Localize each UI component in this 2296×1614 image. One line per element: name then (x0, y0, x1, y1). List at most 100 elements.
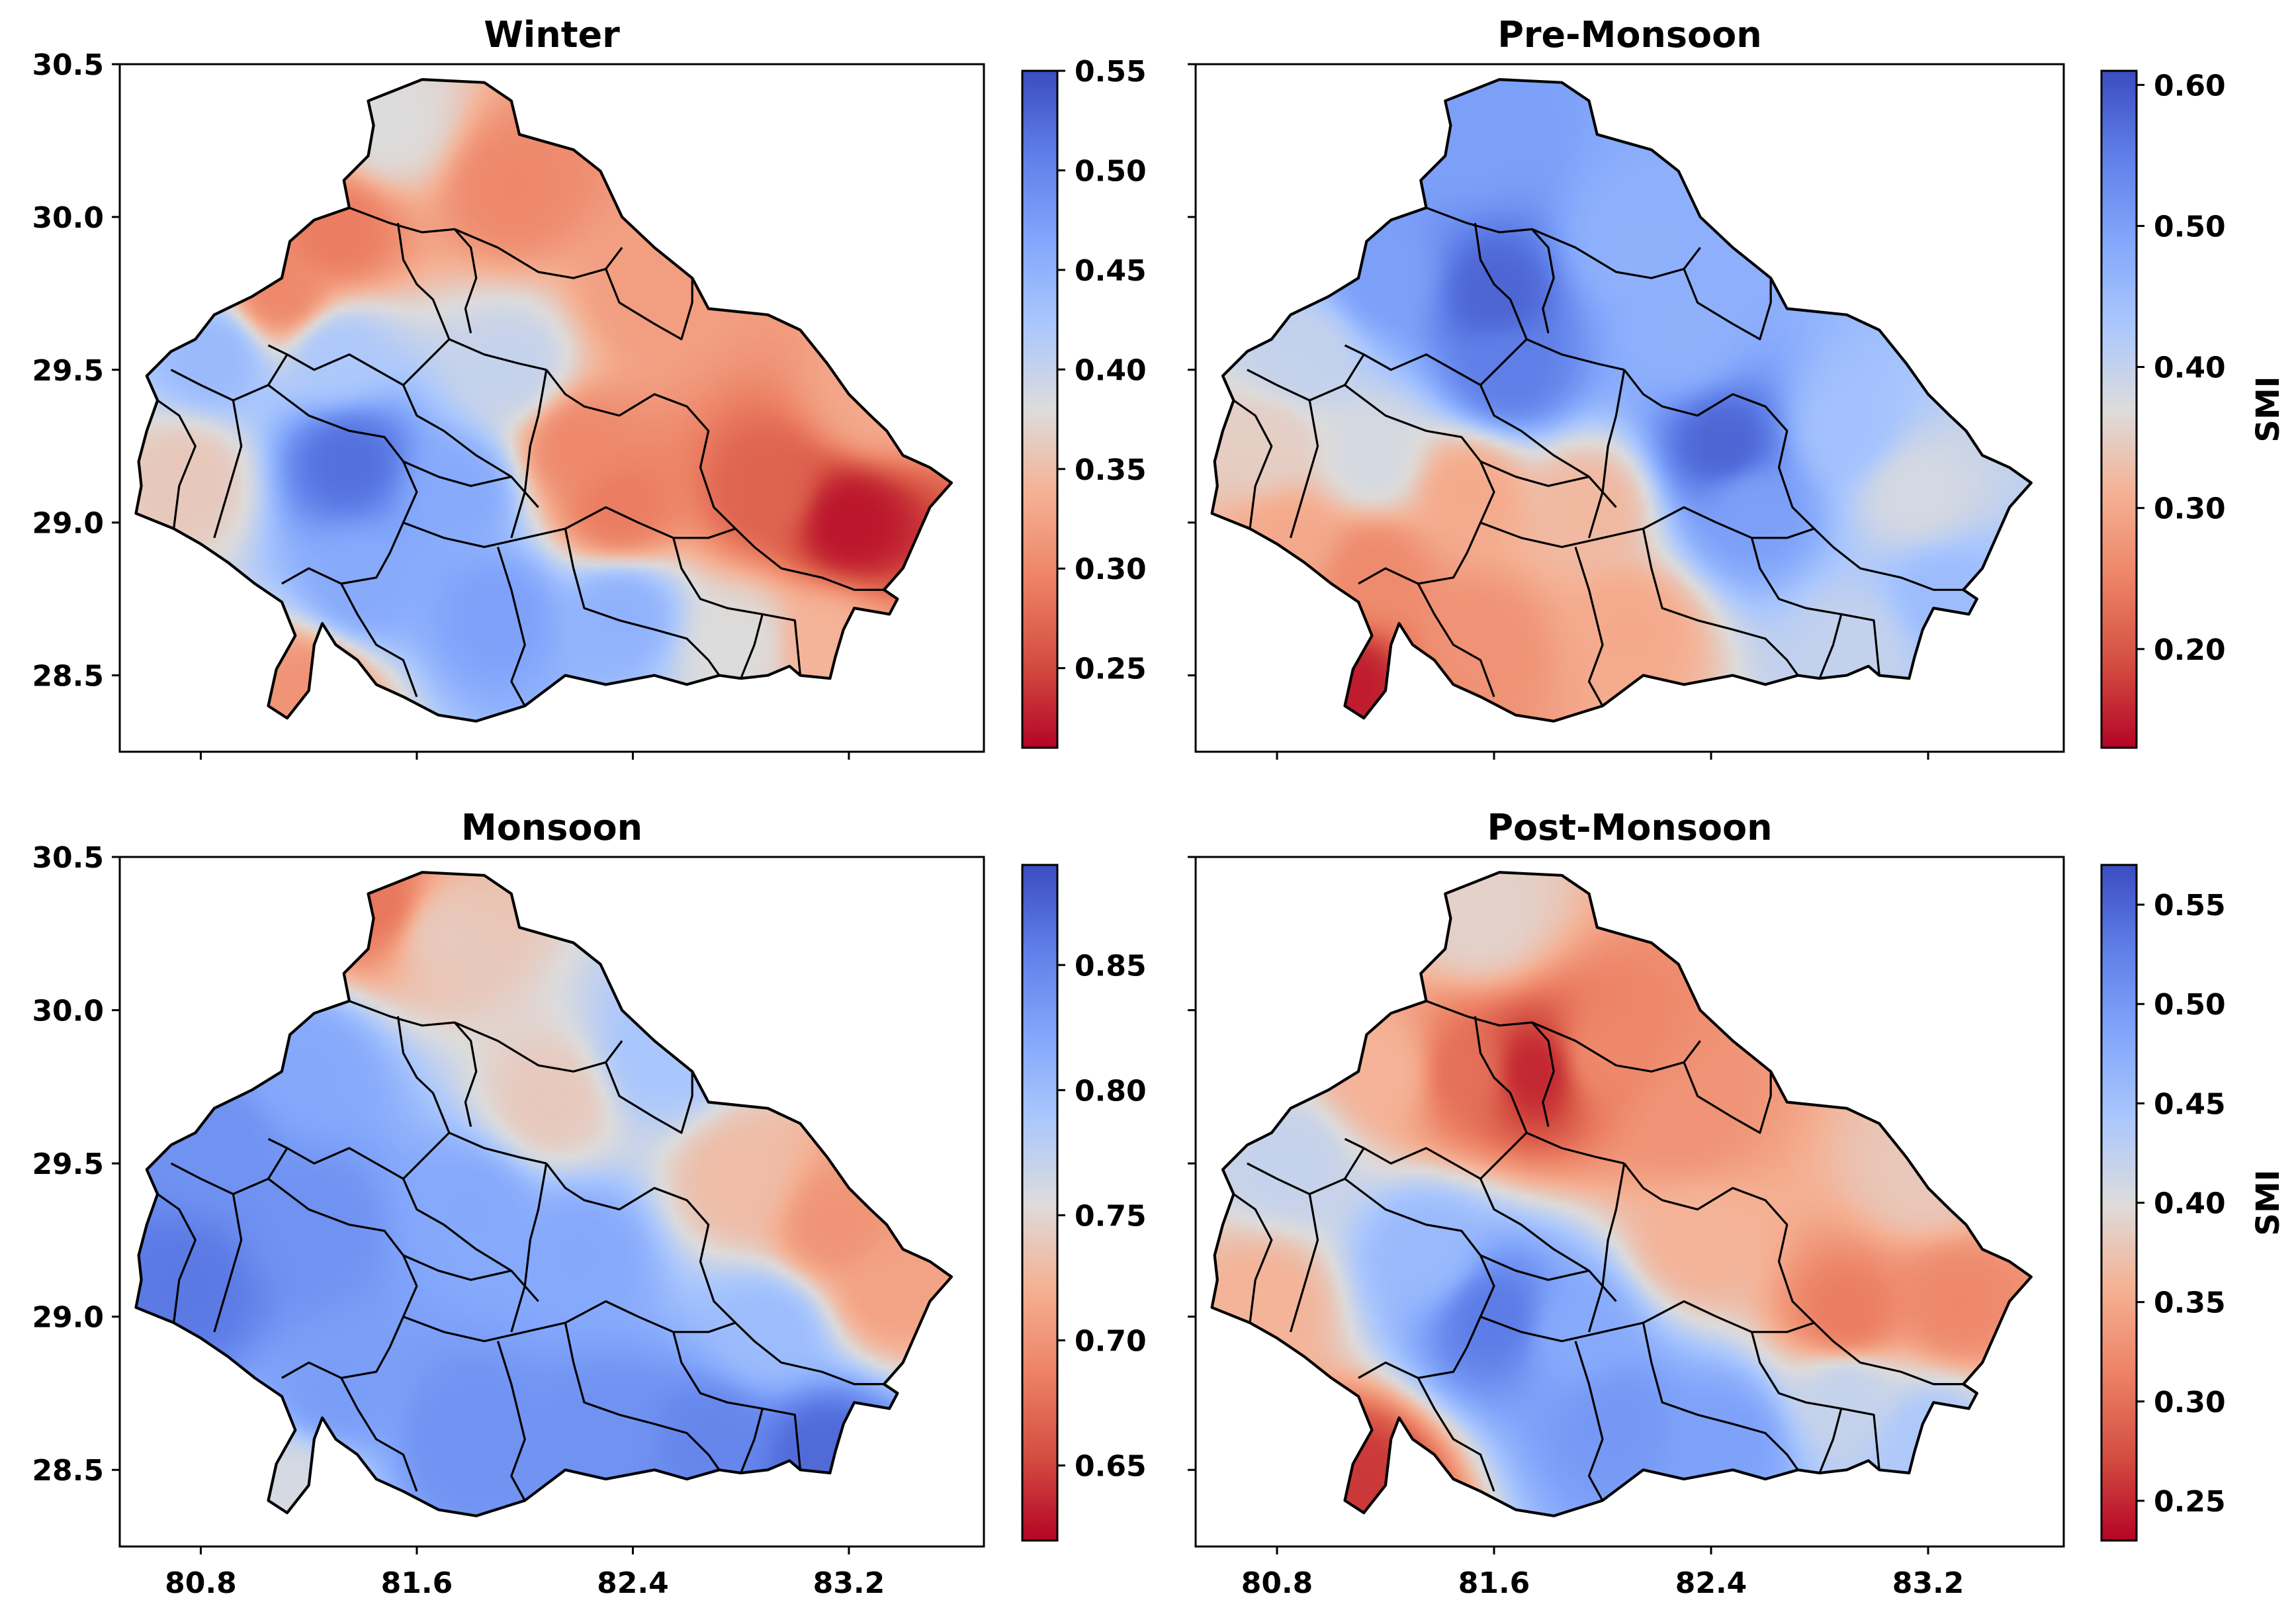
panel-winter: Winter28.529.029.530.030.50.250.300.350.… (32, 14, 1147, 760)
district-boundary (349, 1000, 623, 1073)
y-tick-label: 29.5 (32, 354, 104, 388)
district-boundary (1574, 1341, 1604, 1502)
colorbar-gradient (1022, 71, 1057, 748)
colorbar-tick-label: 0.75 (1075, 1199, 1147, 1233)
district-boundary (1531, 228, 1555, 334)
district-boundary (1289, 1194, 1319, 1333)
x-tick-label: 81.6 (381, 1566, 453, 1600)
colorbar-tick-label: 0.30 (2154, 492, 2226, 526)
district-boundary (672, 537, 802, 676)
district-boundary (349, 206, 623, 279)
colorbar-monsoon: 0.65 0.70 0.75 0.80 0.85 (1021, 864, 1147, 1542)
district-boundary (510, 369, 548, 539)
region-outline (134, 78, 953, 723)
colorbar-tick-label: 0.85 (1075, 949, 1147, 983)
district-boundary (1233, 399, 1273, 529)
district-boundary (605, 1061, 693, 1134)
district-boundary (1417, 1377, 1495, 1492)
colorbar-post-monsoon: 0.25 0.30 0.35 0.40 0.45 0.50 0.55 SMI (2100, 864, 2287, 1542)
colorbar-tick-label: 0.30 (1075, 553, 1147, 586)
district-boundary (1750, 537, 1880, 676)
axes-frame (118, 63, 985, 753)
axes-frame (1194, 63, 2065, 753)
district-boundary (1233, 1193, 1273, 1323)
colorbar-pre-monsoon: 0.20 0.30 0.40 0.50 0.60 SMI (2100, 69, 2287, 749)
district-boundary (1531, 1022, 1555, 1127)
district-boundary (396, 222, 547, 371)
district-boundary (1425, 1000, 1701, 1073)
colorbar-tick-label: 0.35 (1075, 453, 1147, 487)
y-tick-label: 30.5 (32, 48, 104, 82)
colorbar-winter: 0.25 0.30 0.35 0.40 0.45 0.50 0.55 (1021, 55, 1147, 749)
colorbar-tick-label: 0.35 (2154, 1286, 2226, 1320)
panel-title: Monsoon (461, 807, 642, 848)
colorbar-tick-label: 0.65 (1075, 1450, 1147, 1484)
district-boundary (1344, 384, 1495, 585)
colorbar-tick-label: 0.45 (2154, 1087, 2226, 1121)
y-tick-label: 29.0 (32, 507, 104, 541)
y-tick-label: 30.5 (32, 841, 104, 875)
district-boundary (1474, 222, 1625, 371)
district-boundary (564, 528, 721, 676)
axes-frame (1194, 856, 2065, 1548)
colorbar-tick-label: 0.45 (1075, 254, 1147, 288)
panel-monsoon: Monsoon 80.8 81.6 82.4 83.2 28.5 29.0 29.5 30.0 3… (32, 807, 1146, 1600)
district-boundary (453, 228, 478, 334)
colorbar-tick-label: 0.40 (1075, 353, 1147, 387)
district-boundary (740, 613, 764, 679)
district-boundary (564, 1322, 721, 1471)
district-boundary (157, 1193, 197, 1323)
y-tick-label: 28.5 (32, 660, 104, 694)
colorbar-tick-label: 0.40 (2154, 1187, 2226, 1221)
colorbar-tick-label: 0.55 (1075, 55, 1147, 89)
x-tick-label: 83.2 (1892, 1566, 1965, 1600)
district-boundary (605, 268, 693, 341)
district-boundary (545, 1163, 736, 1324)
district-boundary (1750, 1331, 1880, 1470)
district-boundary (453, 1022, 478, 1127)
panel-title: Post-Monsoon (1487, 807, 1772, 848)
colorbar-tick-label: 0.25 (2154, 1485, 2226, 1519)
panel-pre-monsoon: Pre-Monsoon 0.20 0.30 0.40 0.50 0.60 SMI (1188, 14, 2287, 760)
colorbar-label: SMI (2250, 376, 2287, 442)
colorbar-gradient (2101, 865, 2137, 1541)
district-boundary (1479, 460, 1589, 487)
district-boundary (1479, 384, 1617, 508)
district-boundary (213, 1194, 243, 1333)
district-boundary (1683, 268, 1772, 341)
y-tick-label: 29.0 (32, 1301, 104, 1335)
district-boundary (1417, 583, 1495, 697)
district-boundary (1587, 1163, 1626, 1333)
district-boundary (1623, 369, 1815, 530)
district-boundary (402, 460, 512, 487)
panel-title: Pre-Monsoon (1497, 14, 1761, 56)
x-tick-label: 81.6 (1458, 1566, 1530, 1600)
region-outline (1210, 78, 2033, 723)
colorbar-tick-label: 0.70 (1075, 1324, 1147, 1358)
district-boundary (1642, 528, 1799, 676)
district-boundary (496, 547, 526, 707)
district-boundary (1642, 1322, 1799, 1471)
district-boundary (1289, 400, 1319, 539)
district-boundary (402, 384, 539, 508)
colorbar-tick-label: 0.60 (2154, 69, 2226, 103)
colorbar-gradient (1022, 865, 1057, 1541)
district-boundary (1623, 1163, 1815, 1324)
x-tick-label: 83.2 (813, 1566, 885, 1600)
district-boundary (1683, 1061, 1772, 1134)
district-boundary (340, 1377, 418, 1492)
district-boundary (157, 399, 197, 529)
district-boundary (1474, 1016, 1625, 1165)
district-boundary (340, 583, 418, 697)
x-tick-label: 82.4 (1675, 1566, 1747, 1600)
colorbar-tick-label: 0.50 (2154, 210, 2226, 244)
district-boundary (1574, 547, 1604, 707)
district-boundary (510, 1163, 548, 1333)
district-boundary (496, 1341, 526, 1502)
district-boundary (402, 1254, 512, 1281)
colorbar-tick-label: 0.20 (2154, 633, 2226, 667)
colorbar-frame (1021, 69, 1059, 749)
colorbar-tick-label: 0.30 (2154, 1386, 2226, 1419)
x-tick-label: 80.8 (1241, 1566, 1313, 1600)
